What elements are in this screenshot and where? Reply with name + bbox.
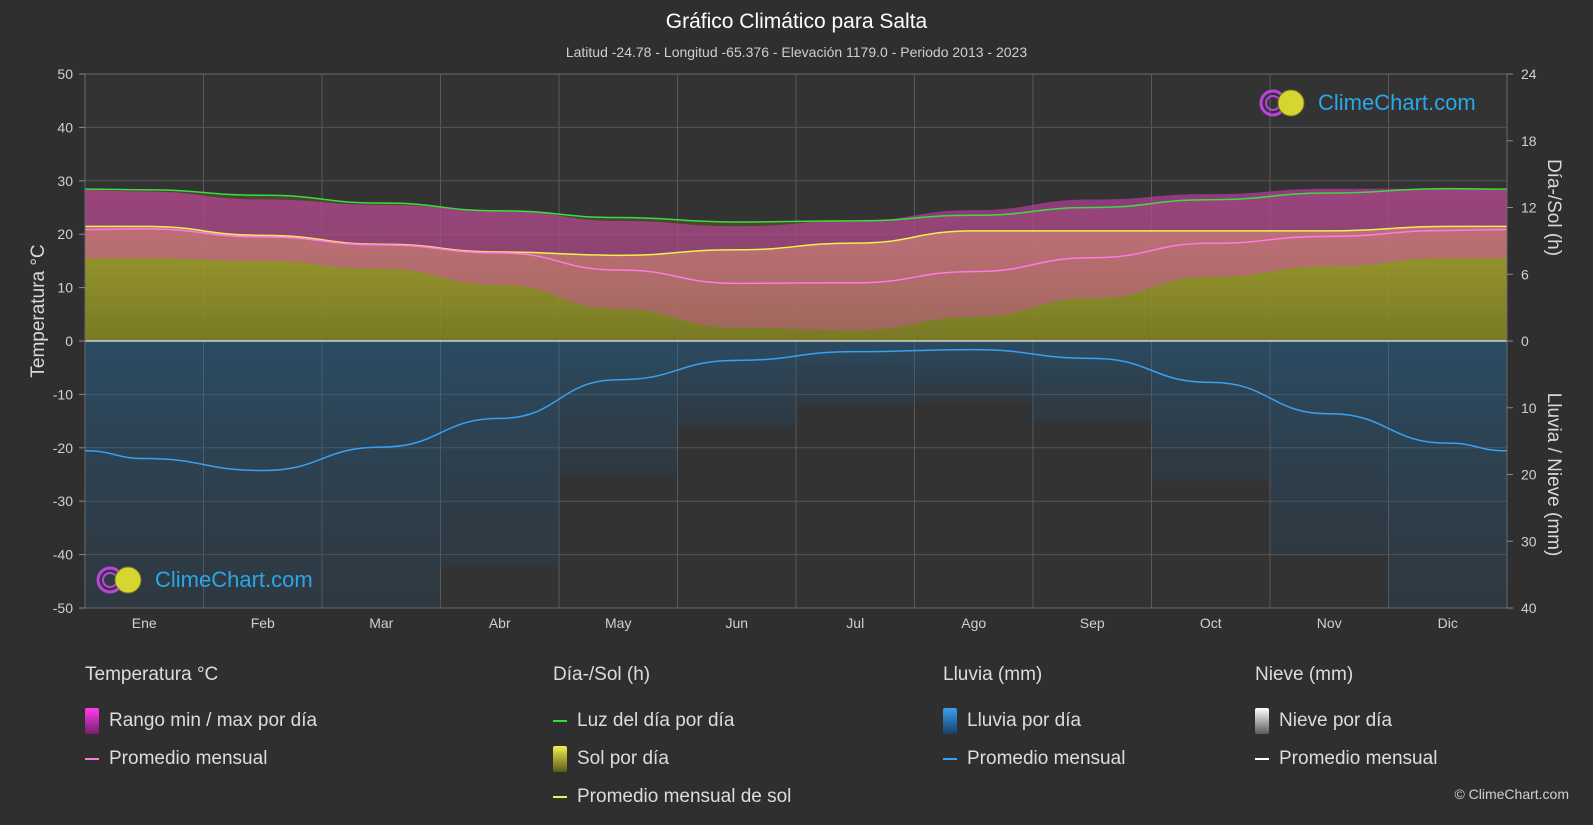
legend-swatch — [943, 708, 957, 734]
y-tick-label-right-rain: 10 — [1521, 400, 1537, 416]
legend-heading: Temperatura °C — [85, 664, 219, 685]
x-tick-label: Ene — [132, 615, 157, 631]
legend-swatch — [553, 746, 567, 772]
axes: 50 40 30 20 10 0 -10 -20 -30 -40 -50 24 18 12 6 0 10 20 30… — [28, 66, 1564, 631]
legend-item: Rango min / max por día — [85, 702, 317, 740]
y-tick-label-left: -10 — [53, 386, 73, 402]
rain-bar — [1033, 341, 1152, 423]
legend-heading: Nieve (mm) — [1255, 664, 1354, 685]
legend-label: Nieve por día — [1279, 710, 1393, 731]
rain-bar — [322, 341, 441, 608]
legend-swatch — [1255, 708, 1269, 734]
x-tick-label: Dic — [1438, 615, 1458, 631]
y-tick-label-right-hours: 24 — [1521, 66, 1537, 82]
rain-avg-line — [84, 348, 1508, 472]
legend-label: Luz del día por día — [577, 710, 735, 731]
legend-heading: Día-/Sol (h) — [553, 664, 651, 685]
rain-bar — [1388, 341, 1507, 608]
legend-item: Promedio mensual — [943, 740, 1125, 778]
x-tick-label: Sep — [1080, 615, 1105, 631]
legend-item: Promedio mensual de sol — [553, 778, 791, 816]
legend-item: Promedio mensual — [85, 740, 317, 778]
y-axis-title-left: Temperatura °C — [28, 244, 49, 377]
x-tick-label: Feb — [251, 615, 275, 631]
rain-bar — [85, 341, 204, 608]
logo-bottom: ClimeChart.com — [95, 565, 313, 595]
y-tick-label-left: 10 — [57, 280, 73, 296]
x-tick-label: Jul — [846, 615, 864, 631]
legend-swatch — [85, 758, 99, 760]
x-tick-label: May — [605, 615, 631, 631]
x-tick-label: Mar — [369, 615, 393, 631]
temperature-range-area — [85, 188, 1507, 331]
rain-bar — [440, 341, 559, 567]
x-tick-label: Abr — [489, 615, 511, 631]
copyright: © ClimeChart.com — [1454, 786, 1569, 802]
y-tick-label-left: 40 — [57, 119, 73, 135]
chart-subtitle: Latitud -24.78 - Longitud -65.376 - Elev… — [565, 44, 1028, 60]
legend-sun: Día-/Sol (h) Luz del día por día Sol por… — [553, 664, 791, 816]
x-tick-label: Jun — [725, 615, 748, 631]
temperature-avg-line — [84, 228, 1508, 285]
x-tick-label: Ago — [961, 615, 986, 631]
climate-chart: 50 40 30 20 10 0 -10 -20 -30 -40 -50 24 18 12 6 0 10 20 30… — [28, 66, 1564, 631]
legend-label: Lluvia por día — [967, 710, 1082, 731]
legend-label: Promedio mensual — [1279, 748, 1438, 769]
y-tick-label-right-hours: 6 — [1521, 266, 1529, 282]
y-tick-label-left: -20 — [53, 440, 73, 456]
legend-item: Luz del día por día — [553, 702, 791, 740]
legend-item: Nieve por día — [1255, 702, 1437, 740]
logo-icon — [1259, 89, 1305, 117]
y-tick-label-right-rain: 40 — [1521, 600, 1537, 616]
legend-swatch — [85, 708, 99, 734]
legend-item: Promedio mensual — [1255, 740, 1437, 778]
y-axis-title-right-hours: Día-/Sol (h) — [1543, 159, 1564, 256]
rain-bar — [203, 341, 322, 608]
x-tick-label: Nov — [1317, 615, 1342, 631]
legend-label: Promedio mensual de sol — [577, 786, 792, 807]
legend-temperature: Temperatura °C Rango min / max por día P… — [85, 664, 317, 778]
legend-label: Rango min / max por día — [109, 710, 318, 731]
legend-label: Sol por día — [577, 748, 669, 769]
series-lines — [84, 187, 1508, 472]
rain-bar — [1151, 341, 1270, 481]
legend-item: Sol por día — [553, 740, 791, 778]
y-tick-label-right-hours: 12 — [1521, 200, 1537, 216]
legend-heading: Lluvia (mm) — [943, 664, 1043, 685]
legend-item: Lluvia por día — [943, 702, 1125, 740]
daylight-line — [84, 187, 1508, 223]
y-tick-label-right-rain: 30 — [1521, 533, 1537, 549]
logo-text: ClimeChart.com — [155, 567, 313, 592]
y-tick-label-left: 50 — [57, 66, 73, 82]
y-tick-label-right-hours: 18 — [1521, 133, 1537, 149]
rain-bar — [559, 341, 678, 474]
logo-text: ClimeChart.com — [1318, 90, 1476, 115]
legend-swatch — [943, 758, 957, 760]
y-tick-label-right-hours: 0 — [1521, 333, 1529, 349]
rain-bar — [1270, 341, 1389, 556]
legend-swatch — [1255, 758, 1269, 760]
legend-rain: Lluvia (mm) Lluvia por día Promedio mens… — [943, 664, 1125, 778]
logo-icon — [96, 566, 142, 594]
y-tick-label-right-rain: 20 — [1521, 467, 1537, 483]
y-tick-label-left: 30 — [57, 173, 73, 189]
y-tick-label-left: -50 — [53, 600, 73, 616]
legend-label: Promedio mensual — [967, 748, 1126, 769]
legend-swatch — [553, 796, 567, 798]
chart-title: Gráfico Climático para Salta — [665, 10, 928, 33]
legend-label: Promedio mensual — [109, 748, 268, 769]
legend-swatch — [553, 720, 567, 722]
y-axis-title-right-rain: Lluvia / Nieve (mm) — [1543, 393, 1564, 557]
legend-snow: Nieve (mm) Nieve por día Promedio mensua… — [1255, 664, 1437, 778]
rain-bar — [677, 341, 796, 428]
y-tick-label-left: 20 — [57, 226, 73, 242]
sunshine-avg-line — [85, 225, 1507, 257]
logo-top: ClimeChart.com — [1258, 88, 1476, 118]
y-tick-label-left: 0 — [65, 333, 73, 349]
y-tick-label-left: -30 — [53, 493, 73, 509]
y-tick-label-left: -40 — [53, 547, 73, 563]
x-tick-label: Oct — [1200, 615, 1222, 631]
